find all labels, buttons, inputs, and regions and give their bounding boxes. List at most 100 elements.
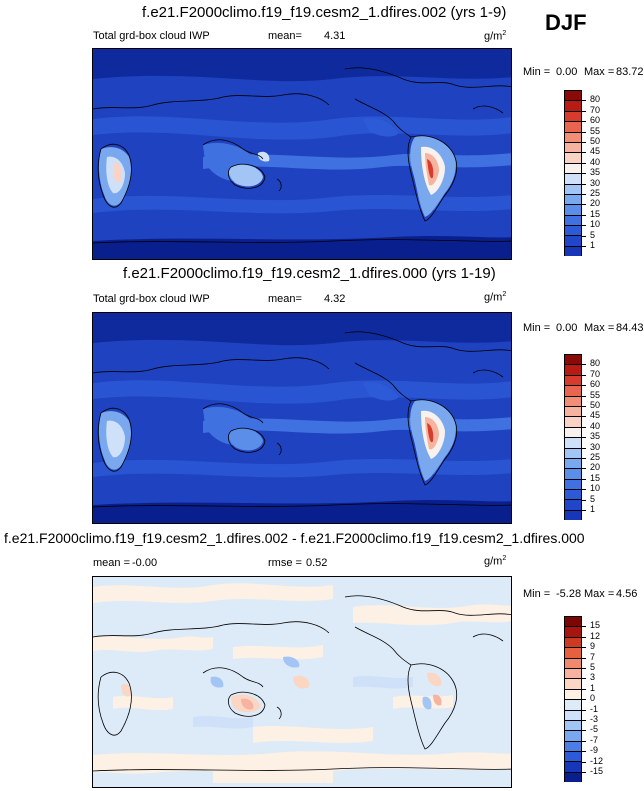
panel1-map — [92, 48, 512, 260]
colorbar-segment — [564, 405, 582, 417]
colorbar-label: -7 — [590, 734, 599, 745]
colorbar-label: 15 — [590, 208, 601, 219]
colorbar-label: 25 — [590, 188, 601, 198]
colorbar-tick — [582, 730, 586, 732]
colorbar-tick — [582, 647, 586, 649]
colorbar-label: 30 — [590, 441, 601, 452]
colorbar-tick — [582, 214, 586, 216]
colorbar-label: 5 — [590, 493, 596, 504]
panel2-title: f.e21.F2000climo.f19_f19.cesm2_1.dfires.… — [123, 265, 496, 282]
colorbar-segment — [564, 699, 582, 710]
panel3-max-value: 4.56 — [616, 588, 638, 600]
panel1-min-label: Min = — [523, 66, 551, 78]
panel3-mean-label: mean = — [93, 557, 130, 569]
colorbar-label: 50 — [590, 400, 601, 410]
colorbar-segment — [564, 225, 582, 236]
panel1-mean-label: mean= — [268, 30, 302, 42]
panel2-mean-value: 4.32 — [324, 293, 346, 305]
colorbar-segment — [564, 354, 582, 365]
colorbar-tick — [582, 426, 586, 428]
colorbar-tick — [582, 246, 586, 247]
colorbar-tick — [582, 499, 586, 501]
colorbar-tick — [582, 458, 586, 459]
colorbar-segment — [564, 121, 582, 132]
colorbar-tick — [582, 385, 586, 387]
colorbar-segment — [564, 616, 582, 627]
colorbar-segment — [564, 173, 582, 184]
colorbar-segment — [564, 751, 582, 762]
colorbar-segment — [564, 364, 582, 375]
panel3-colorbar: 15 12 9 7 5 3 1 0 -1 -3 -5 -7 -9 -12 -15 — [564, 616, 603, 783]
colorbar-label: 12 — [590, 630, 601, 641]
colorbar-tick — [582, 447, 586, 449]
colorbar-tick — [582, 678, 586, 680]
colorbar-segment — [564, 235, 582, 246]
colorbar-label: -15 — [590, 766, 604, 776]
colorbar-label: 55 — [590, 389, 601, 400]
colorbar-segment — [564, 771, 582, 783]
colorbar-segment — [564, 437, 582, 448]
panel2-mean-label: mean= — [268, 293, 302, 305]
colorbar-label: 80 — [590, 358, 601, 369]
panel1-colorbar: 80 70 60 55 50 45 40 35 30 25 20 15 10 5 1 — [564, 90, 600, 257]
colorbar-segment — [564, 110, 582, 122]
colorbar-segment — [564, 478, 582, 490]
colorbar-label: 80 — [590, 94, 601, 105]
panel2-min-label: Min = — [523, 322, 551, 334]
colorbar-tick — [582, 194, 586, 195]
colorbar-label: 60 — [590, 115, 601, 126]
colorbar-label: 9 — [590, 641, 596, 652]
colorbar-segment — [564, 667, 582, 679]
colorbar-tick — [582, 468, 586, 470]
colorbar-label: 15 — [590, 620, 601, 631]
colorbar-tick — [582, 510, 586, 511]
colorbar-segment — [564, 90, 582, 101]
panel3-mean-value: -0.00 — [132, 557, 158, 569]
colorbar-segment — [564, 245, 582, 257]
colorbar-tick — [582, 121, 586, 123]
colorbar-segment — [564, 647, 582, 658]
colorbar-label: 70 — [590, 104, 601, 115]
colorbar-segment — [564, 395, 582, 406]
colorbar-tick — [582, 204, 586, 206]
panel3-map-field — [93, 577, 511, 787]
colorbar-label: 15 — [590, 472, 601, 483]
colorbar-segment — [564, 626, 582, 637]
colorbar-tick — [582, 225, 586, 227]
panel1-mean-value: 4.31 — [324, 30, 346, 42]
colorbar-label: 7 — [590, 651, 596, 662]
colorbar-tick — [582, 173, 586, 175]
colorbar-segment — [564, 489, 582, 500]
colorbar-label: 40 — [590, 420, 601, 431]
colorbar-label: 50 — [590, 136, 601, 146]
colorbar-segment — [564, 447, 582, 458]
colorbar-label: 35 — [590, 167, 601, 178]
colorbar-segment — [564, 678, 582, 689]
colorbar-label: 10 — [590, 219, 601, 230]
colorbar-label: 5 — [590, 662, 596, 672]
colorbar-label: -3 — [590, 714, 599, 724]
panel2-colorbar: 80 70 60 55 50 45 40 35 30 25 20 15 10 5 1 — [564, 354, 600, 521]
panel3-rmse-value: 0.52 — [306, 557, 328, 569]
colorbar-tick — [582, 131, 586, 133]
colorbar-tick — [582, 100, 586, 102]
colorbar-label: -1 — [590, 703, 599, 714]
panel1-max-label: Max = — [584, 66, 615, 78]
panel3-min-value: -5.28 — [556, 588, 582, 600]
colorbar-segment — [564, 426, 582, 438]
colorbar-segment — [564, 709, 582, 720]
colorbar-label: 25 — [590, 452, 601, 462]
colorbar-label: 30 — [590, 177, 601, 188]
colorbar-label: 1 — [590, 240, 596, 250]
panel2-units: g/m2 — [484, 291, 507, 304]
panel1-max-value: 83.72 — [616, 66, 644, 78]
panel1-variable-label: Total grd-box cloud IWP — [93, 30, 210, 42]
colorbar-label: -5 — [590, 724, 599, 735]
colorbar-label: 60 — [590, 379, 601, 390]
colorbar-label: 1 — [590, 682, 596, 693]
colorbar-tick — [582, 364, 586, 366]
panel2-max-label: Max = — [584, 322, 615, 334]
colorbar-segment — [564, 761, 582, 772]
colorbar-tick — [582, 395, 586, 397]
colorbar-label: 20 — [590, 198, 601, 209]
